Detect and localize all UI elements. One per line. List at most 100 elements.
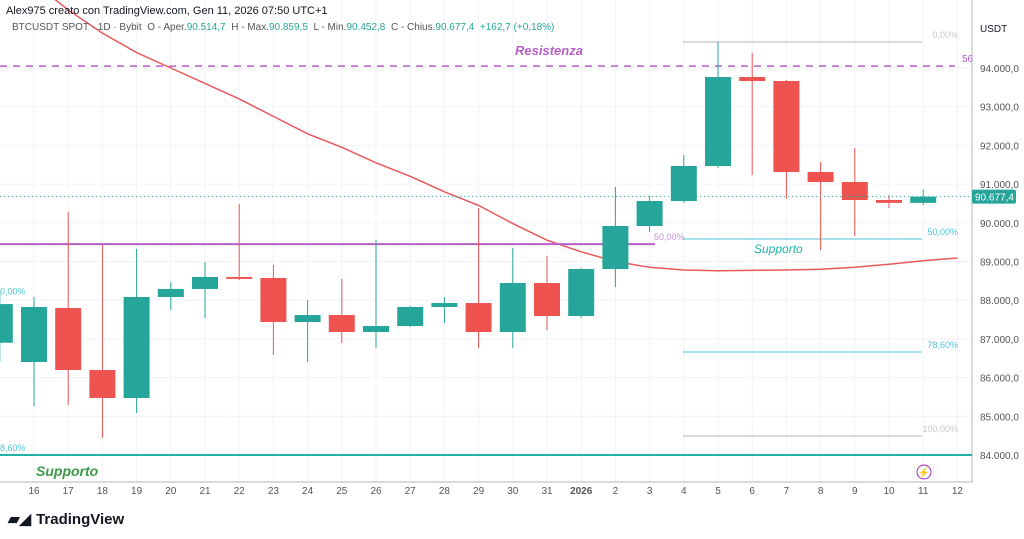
low-value: 90.452,8 (346, 22, 386, 33)
x-tick-label: 2 (613, 486, 619, 497)
fib-level-label: 100,00% (922, 424, 958, 434)
moving-average-line (54, 0, 958, 272)
x-tick-label: 22 (234, 486, 246, 497)
lightning-icon: ⚡ (918, 466, 930, 479)
x-tick-label: 7 (784, 486, 790, 497)
candle-body (89, 370, 116, 398)
candle-body (123, 296, 150, 398)
support-annotation: Supporto (754, 242, 803, 256)
x-tick-label: 2026 (570, 486, 593, 497)
x-tick-label: 21 (199, 486, 211, 497)
fib-left-label: 78,60% (0, 443, 26, 453)
x-tick-label: 17 (63, 486, 75, 497)
high-label: H - Max. (231, 22, 269, 33)
resistance-annotation: Resistenza (515, 43, 583, 58)
tradingview-logo[interactable]: ▰◢ TradingView (8, 510, 125, 529)
x-tick-label: 26 (370, 486, 382, 497)
logo-text: TradingView (36, 510, 125, 528)
x-tick-label: 11 (918, 486, 929, 497)
candle-body (534, 283, 560, 316)
x-tick-label: 31 (541, 486, 553, 497)
y-tick-label: 91.000,0 (980, 180, 1019, 191)
y-tick-label: 86.000,0 (980, 374, 1019, 385)
last-price-label: 90.677,4 (975, 193, 1014, 204)
fib-level-label: 50,00% (927, 227, 958, 237)
x-tick-label: 25 (336, 486, 348, 497)
fib-mid-label: 50,00% (654, 232, 685, 242)
chart-caption: Alex975 creato con TradingView.com, Gen … (6, 5, 328, 17)
x-tick-label: 18 (97, 486, 109, 497)
x-tick-label: 9 (852, 486, 858, 497)
x-tick-label: 19 (131, 486, 143, 497)
candle-body (0, 304, 13, 343)
candle-body (397, 307, 424, 327)
candle-body (705, 77, 731, 166)
candle-body (807, 171, 834, 183)
candle-body (636, 201, 663, 227)
x-tick-label: 29 (473, 486, 485, 497)
candle-body (465, 303, 492, 333)
candle-body (55, 308, 82, 371)
x-tick-label: 6 (749, 486, 755, 497)
x-tick-label: 10 (883, 486, 895, 497)
x-tick-label: 16 (28, 486, 40, 497)
support-annotation: Supporto (36, 463, 99, 479)
candle-body (568, 269, 595, 316)
y-tick-label: 84.000,0 (980, 451, 1019, 462)
x-tick-label: 12 (952, 486, 964, 497)
candle-body (602, 226, 629, 270)
x-tick-label: 4 (681, 486, 687, 497)
candle-body (226, 276, 253, 279)
x-tick-label: 23 (268, 486, 280, 497)
change-value: +162,7 (+0,18%) (479, 22, 555, 33)
x-tick-label: 30 (507, 486, 519, 497)
open-label: O - Aper. (147, 22, 187, 33)
currency-label: USDT (980, 24, 1007, 35)
candle-body (192, 276, 218, 289)
y-tick-label: 93.000,0 (980, 103, 1019, 114)
fib-left-label: 50,00% (0, 286, 26, 296)
lightning-icon (916, 464, 932, 480)
tv-logo-icon: ▰◢ (8, 511, 32, 528)
open-value: 90.514,7 (186, 22, 226, 33)
y-tick-label: 87.000,0 (980, 335, 1019, 346)
y-tick-label: 92.000,0 (980, 141, 1019, 152)
candle-body (841, 182, 868, 201)
close-label: C - Chius. (390, 22, 436, 33)
resistance-edge-label: 56 (962, 54, 974, 65)
fib-level-label: 78,60% (927, 340, 958, 350)
y-tick-label: 89.000,0 (980, 258, 1019, 269)
candle-body (670, 165, 697, 202)
symbol: BTCUSDT SPOT · 1D · Bybit (12, 22, 142, 33)
y-tick-label: 94.000,0 (980, 64, 1019, 75)
y-tick-label: 90.000,0 (980, 219, 1019, 230)
candle-body (260, 277, 287, 322)
x-tick-label: 5 (715, 486, 721, 497)
candle-body (157, 288, 184, 297)
close-value: 90.677,4 (435, 22, 475, 33)
candle-body (431, 303, 458, 308)
x-tick-label: 8 (818, 486, 824, 497)
high-value: 90.859,5 (268, 22, 308, 33)
candle-body (773, 81, 800, 172)
candle-body (21, 307, 47, 363)
fib-level-label: 0,00% (932, 30, 958, 40)
ohlc-legend: BTCUSDT SPOT · 1D · Bybit O - Aper.90.51… (12, 22, 554, 33)
x-tick-label: 24 (302, 486, 314, 497)
x-tick-label: 20 (165, 486, 177, 497)
candle-body (363, 326, 389, 333)
candle-body (910, 196, 937, 203)
low-label: L - Min. (313, 22, 347, 33)
x-tick-label: 28 (439, 486, 451, 497)
x-tick-label: 3 (647, 486, 653, 497)
candle-body (739, 77, 766, 82)
y-tick-label: 88.000,0 (980, 296, 1019, 307)
last-price-badge (972, 189, 1016, 204)
candle-body (328, 315, 355, 333)
x-tick-label: 27 (405, 486, 417, 497)
candle-body (499, 283, 526, 333)
candle-body (876, 200, 902, 203)
y-tick-label: 85.000,0 (980, 412, 1019, 423)
candle-body (294, 315, 321, 322)
